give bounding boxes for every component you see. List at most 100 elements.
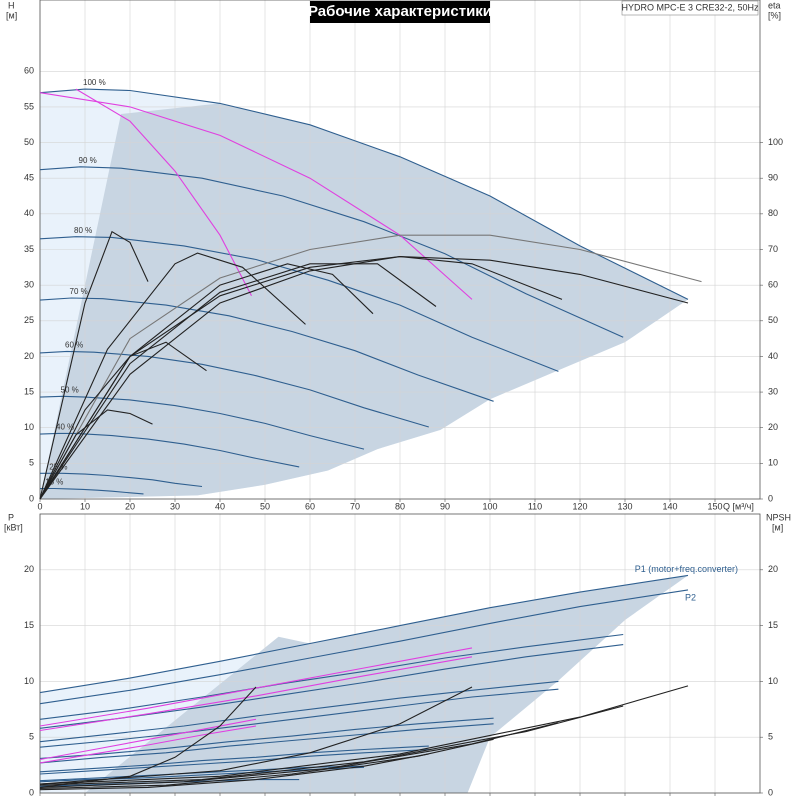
curve	[39, 766, 365, 783]
plot-frame	[39, 0, 761, 500]
x-tick-label: 80	[395, 501, 405, 511]
y-tick-label: 40	[24, 208, 34, 218]
y-tick-label: 50	[24, 137, 34, 147]
curve	[39, 745, 429, 773]
curve	[39, 680, 559, 743]
y2-tick-label: 0	[768, 787, 773, 797]
y-tick-label: 35	[24, 244, 34, 254]
y-axis-unit: [м]	[6, 10, 17, 20]
curve-label: 40 %	[56, 423, 74, 432]
curve	[39, 574, 689, 694]
y2-tick-label: 40	[768, 351, 778, 361]
y2-tick-label: 5	[768, 732, 773, 742]
x-tick-label: 50	[260, 501, 270, 511]
curve	[75, 88, 252, 297]
chart-title: Рабочие характеристики	[308, 3, 492, 20]
y-axis-label: H	[8, 0, 15, 10]
curve	[39, 395, 365, 450]
eta-curve	[39, 256, 563, 500]
curve-label: 16 %	[45, 478, 63, 487]
x-tick-label: 150	[707, 501, 722, 511]
x-tick-label: 130	[617, 501, 632, 511]
curve-label: 70 %	[70, 287, 88, 296]
curve	[39, 297, 494, 402]
x-tick-label: 10	[80, 501, 90, 511]
curve	[39, 633, 624, 720]
y-tick-label: 20	[24, 564, 34, 574]
y2-tick-label: 80	[768, 208, 778, 218]
curve	[39, 647, 473, 727]
y2-tick-label: 10	[768, 676, 778, 686]
subtitle: HYDRO MPC-E 3 CRE32-2, 50Hz	[621, 2, 759, 12]
curve	[39, 723, 494, 764]
y2-tick-label: 60	[768, 280, 778, 290]
curve	[39, 748, 429, 775]
x-tick-label: 0	[37, 501, 42, 511]
eta-curve	[39, 409, 153, 500]
curve-label: P1 (motor+freq.converter)	[635, 564, 738, 574]
y2-tick-label: 0	[768, 493, 773, 503]
x-tick-label: 40	[215, 501, 225, 511]
y2-tick-label: 20	[768, 564, 778, 574]
y-tick-label: 55	[24, 101, 34, 111]
plot-area: 0 5 10 15 20 0 5 10 15 20 P1 (motor+freq.converter…	[24, 513, 778, 797]
y-tick-label: 15	[24, 386, 34, 396]
y-tick-label: 0	[29, 787, 34, 797]
plot-frame	[39, 513, 761, 794]
curve	[39, 717, 494, 759]
curve	[39, 88, 689, 300]
y2-tick-label: 90	[768, 173, 778, 183]
y2-tick-label: 70	[768, 244, 778, 254]
curve	[39, 236, 559, 372]
y2-tick-label: 20	[768, 422, 778, 432]
operating-area	[40, 103, 688, 499]
curve-label: 80 %	[74, 226, 92, 235]
title-box	[310, 1, 490, 23]
operating-area	[85, 575, 688, 793]
eta-curve	[39, 685, 689, 785]
y-tick-label: 15	[24, 620, 34, 630]
y-tick-label: 5	[29, 458, 34, 468]
x-tick-label: 30	[170, 501, 180, 511]
curve	[39, 92, 473, 300]
x-tick-label: 140	[662, 501, 677, 511]
eta-curve	[39, 263, 374, 500]
y-tick-label: 45	[24, 173, 34, 183]
x-tick-label: 120	[572, 501, 587, 511]
x-tick-label: 100	[482, 501, 497, 511]
y2-axis-unit: [%]	[768, 10, 781, 20]
curve	[39, 166, 624, 338]
x-tick-label: 60	[305, 501, 315, 511]
plot-area: 0 10 20 30 40 50 60 70 80 90 100 110 120 130 140 150051…	[24, 0, 783, 511]
y-axis-label: P	[8, 512, 14, 522]
curve-label: 90 %	[79, 156, 97, 165]
subtitle-box	[621, 0, 759, 16]
x-tick-label: 20	[125, 501, 135, 511]
y2-tick-label: 100	[768, 137, 783, 147]
y-tick-label: 60	[24, 66, 34, 76]
curve	[39, 656, 473, 732]
y-tick-label: 30	[24, 280, 34, 290]
eta-curve	[39, 230, 149, 500]
y-tick-label: 5	[29, 732, 34, 742]
curve	[39, 589, 689, 705]
y2-axis-unit: [м]	[772, 522, 783, 532]
curve-label: 50 %	[61, 385, 79, 394]
y-tick-label: 10	[24, 676, 34, 686]
curve-label: 60 %	[65, 341, 83, 350]
curve	[39, 487, 144, 495]
x-axis-label: Q [м³/ч]	[723, 501, 754, 511]
curve	[39, 725, 257, 764]
eta-curve	[39, 252, 306, 500]
x-tick-label: 90	[440, 501, 450, 511]
eta-curve	[39, 686, 473, 785]
y-tick-label: 0	[29, 493, 34, 503]
y-tick-label: 20	[24, 351, 34, 361]
y2-axis-label: NPSH	[766, 512, 791, 522]
curve	[39, 350, 429, 428]
eta-curve	[39, 738, 494, 790]
y2-tick-label: 30	[768, 386, 778, 396]
eta-curve	[39, 753, 429, 791]
y-tick-label: 10	[24, 422, 34, 432]
